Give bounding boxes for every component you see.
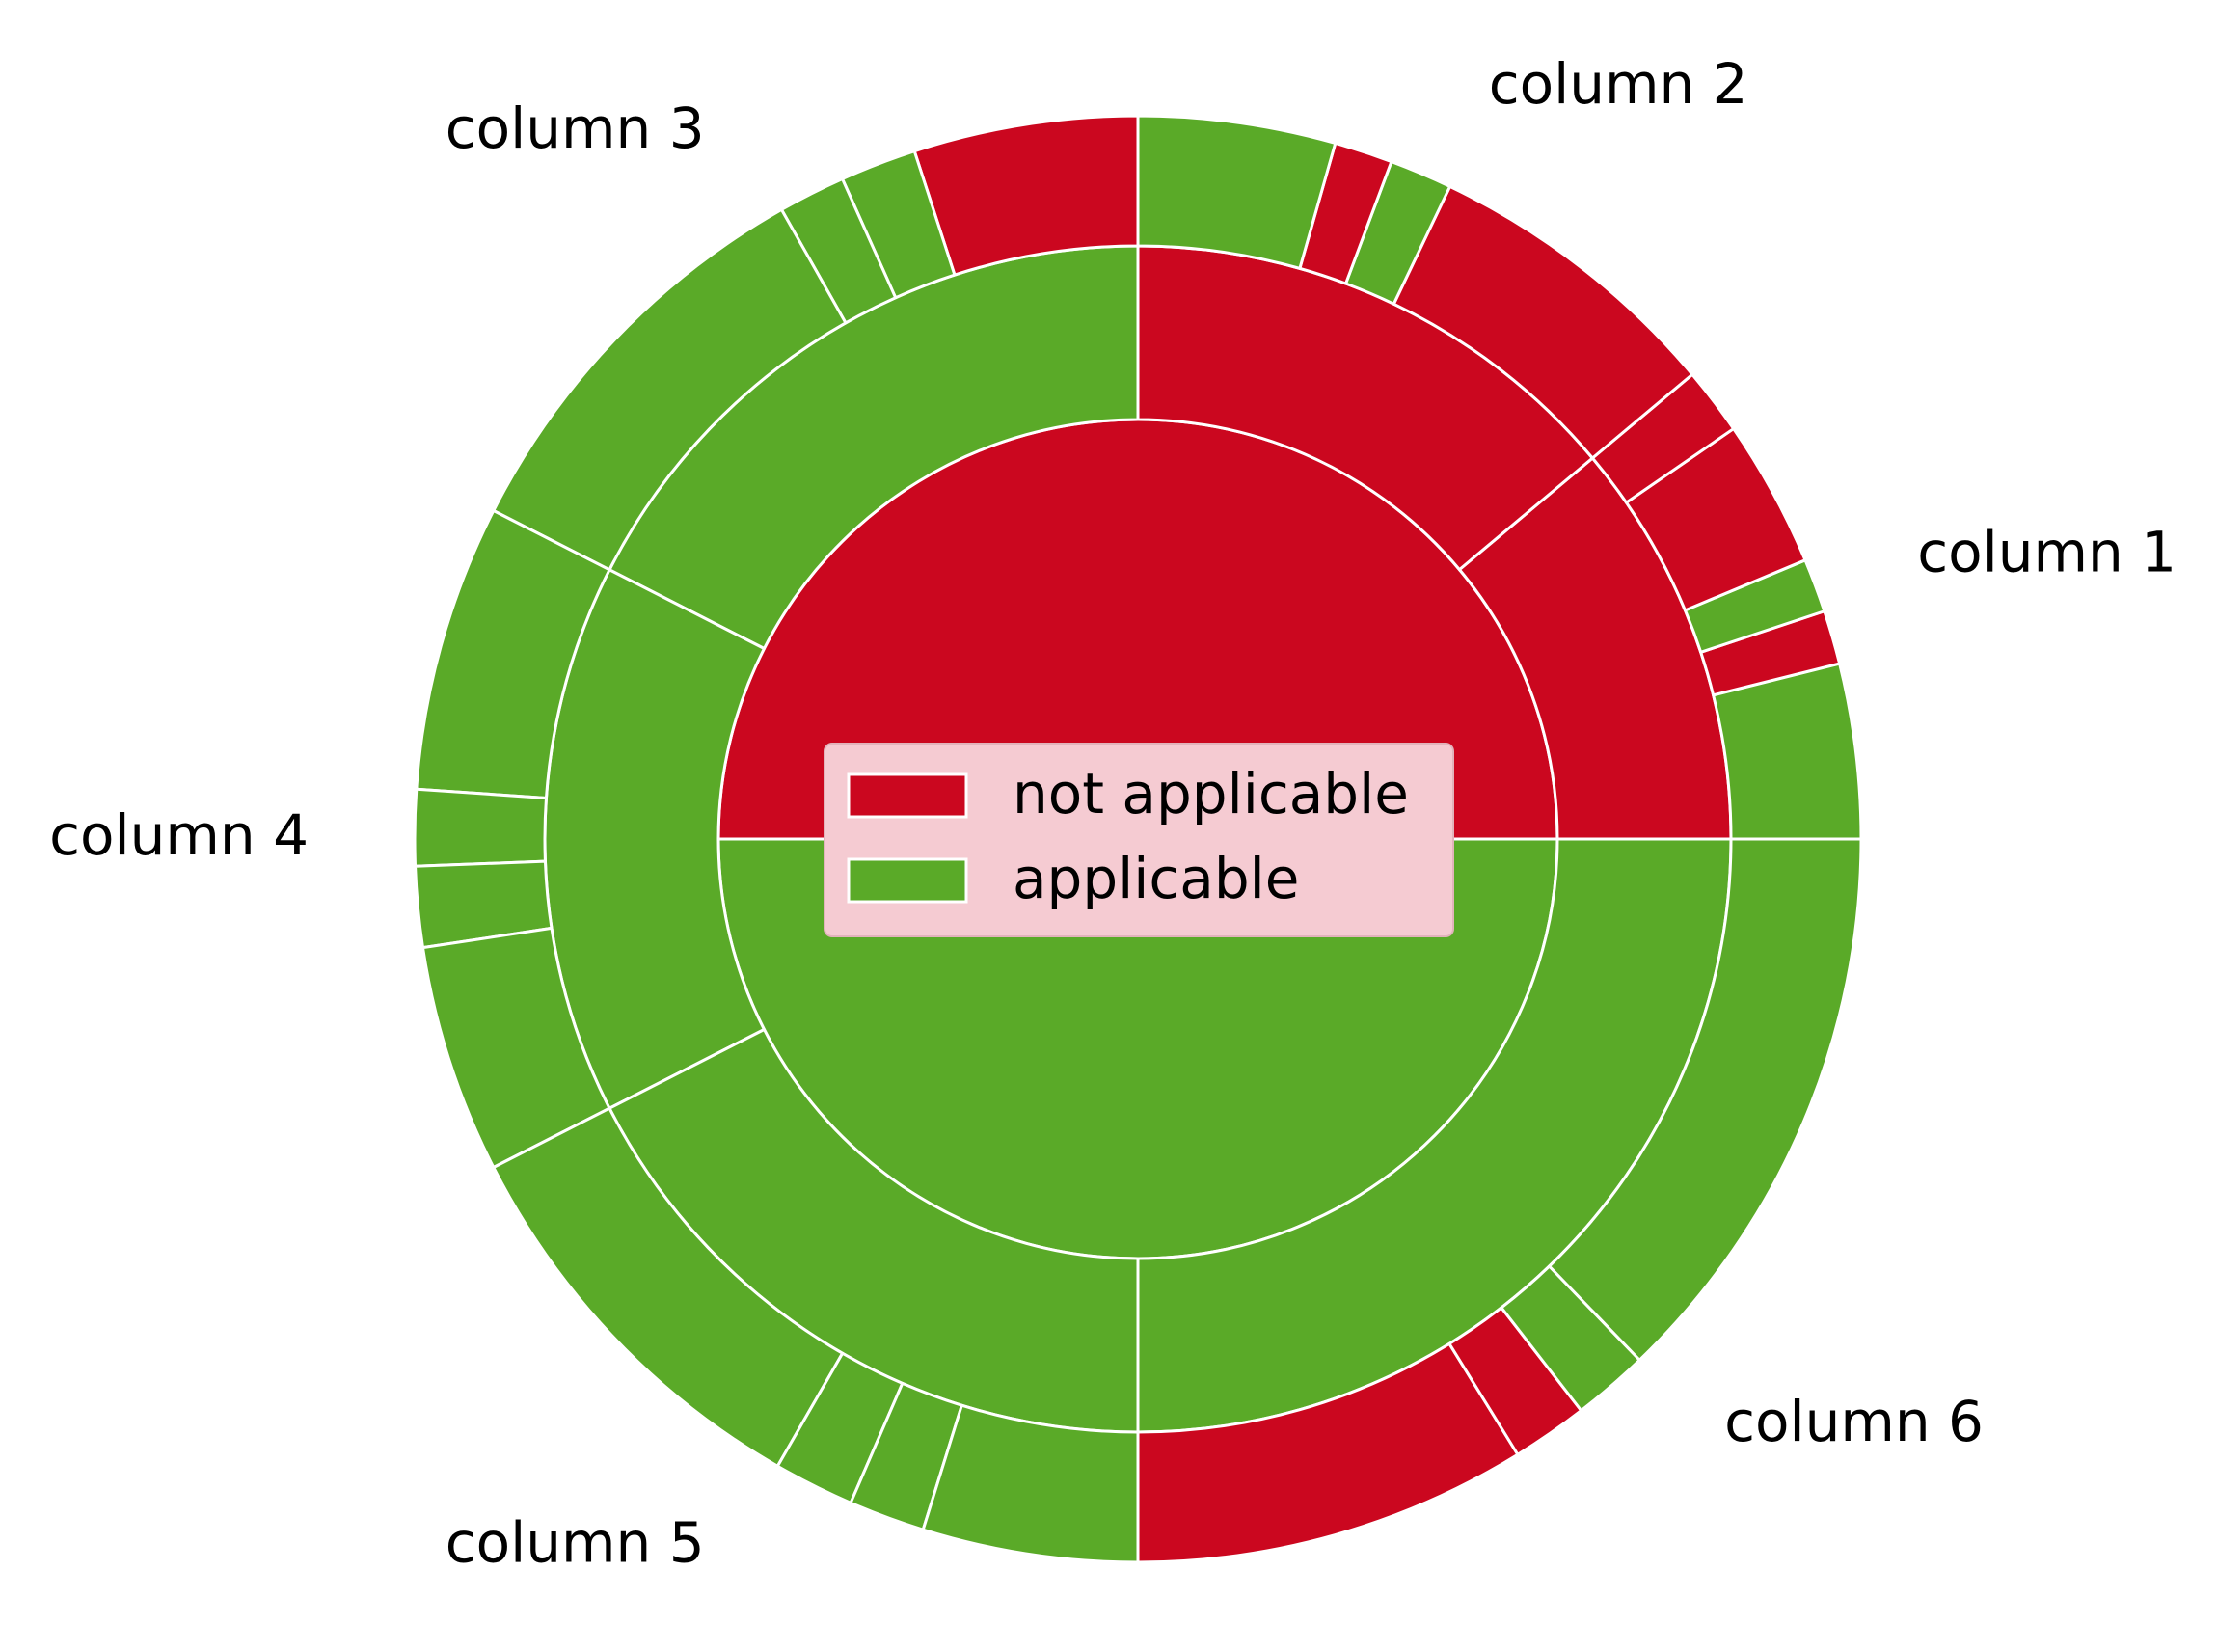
column-labels: column 1 column 2 column 3 column 4 column 5… xyxy=(49,51,2176,1576)
legend-swatch-applicable xyxy=(847,857,968,904)
legend-box xyxy=(824,743,1454,937)
column-label-1: column 1 xyxy=(1917,519,2176,584)
column-label-2: column 2 xyxy=(1489,51,1748,117)
legend: not applicable applicable xyxy=(824,743,1454,937)
outer-slice-column-2-4 xyxy=(1136,114,1338,270)
column-label-5: column 5 xyxy=(446,1509,705,1575)
legend-label-applicable: applicable xyxy=(1013,846,1299,911)
column-label-4: column 4 xyxy=(49,802,309,868)
outer-slice-column-4-2 xyxy=(413,787,548,868)
legend-swatch-not-applicable xyxy=(847,772,968,819)
legend-label-not-applicable: not applicable xyxy=(1013,761,1409,826)
column-label-6: column 6 xyxy=(1724,1389,1984,1454)
outer-slice-column-6-4 xyxy=(1548,837,1863,1362)
chart-segments xyxy=(413,114,1863,1564)
column-label-3: column 3 xyxy=(446,95,705,161)
